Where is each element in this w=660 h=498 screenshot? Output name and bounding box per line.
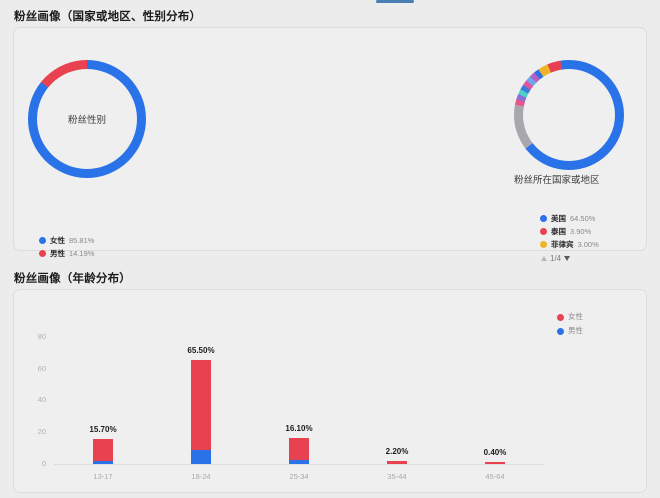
legend-color-dot xyxy=(557,327,564,335)
legend-color-dot xyxy=(540,228,547,235)
pager-count: 1/4 xyxy=(550,254,562,263)
bar-value-label: 0.40% xyxy=(483,448,507,457)
country-donut-center-label: 粉丝所在国家或地区 xyxy=(514,175,600,186)
legend-color-dot xyxy=(540,241,547,248)
demographics-card: 粉丝性别 女性 85.81% 男性 14.19% 粉丝所在国家或地区 xyxy=(13,27,647,263)
y-axis-tick: 40 xyxy=(37,395,46,405)
x-axis-label: 18-24 xyxy=(191,472,211,481)
triangle-down-icon[interactable] xyxy=(564,256,571,261)
gender-donut-chart[interactable]: 粉丝性别 xyxy=(28,60,146,178)
x-axis-label: 35-44 xyxy=(387,472,407,481)
legend-value: 85.81% xyxy=(69,236,95,245)
bar-13-17[interactable] xyxy=(93,439,113,464)
x-axis-label: 13-17 xyxy=(93,472,113,481)
bar-segment-female xyxy=(191,359,211,464)
bar-value-label: 15.70% xyxy=(89,425,117,435)
bar-18-24[interactable] xyxy=(191,359,211,464)
legend-item[interactable]: 美国 64.50% xyxy=(540,212,599,225)
bar-segment-female xyxy=(485,462,505,464)
x-axis-label: 25-34 xyxy=(289,472,309,481)
bar-value-label: 65.50% xyxy=(187,345,215,355)
legend-item[interactable]: 男性 xyxy=(557,324,583,338)
legend-label: 女性 xyxy=(568,312,583,321)
age-distribution-card: 0 20 40 60 80 15.70% 13-17 65.50% 18-24 16.10% 25-… xyxy=(13,289,647,493)
legend-label: 菲律宾 xyxy=(551,240,574,249)
bar-45-64[interactable] xyxy=(485,462,505,464)
legend-value: 3.90% xyxy=(570,227,592,236)
bar-value-label: 16.10% xyxy=(285,424,313,434)
bar-segment-male xyxy=(93,461,113,464)
legend-item[interactable]: 男性 14.19% xyxy=(39,247,94,260)
tab-strip xyxy=(0,0,660,6)
country-legend-pager[interactable]: 1/4 xyxy=(540,254,599,263)
gender-donut-ring: 粉丝性别 xyxy=(28,60,146,178)
bar-25-34[interactable] xyxy=(289,438,309,464)
bar-segment-male xyxy=(191,450,211,464)
bar-35-44[interactable] xyxy=(387,460,407,464)
y-axis-tick: 0 xyxy=(41,459,46,468)
legend-item[interactable]: 菲律宾 3.00% xyxy=(540,238,599,251)
gender-donut-center-label: 粉丝性别 xyxy=(67,115,106,126)
legend-label: 泰国 xyxy=(551,227,566,236)
bar-segment-female xyxy=(93,439,113,464)
y-axis-tick: 80 xyxy=(37,331,46,341)
active-tab-indicator[interactable] xyxy=(376,0,414,3)
age-chart-legend: 女性 男性 xyxy=(557,310,583,338)
triangle-up-icon[interactable] xyxy=(541,256,547,261)
bar-segment-female xyxy=(387,460,407,464)
legend-value: 3.00% xyxy=(577,240,599,249)
bar-value-label: 2.20% xyxy=(385,446,409,456)
legend-label: 美国 xyxy=(551,214,566,223)
legend-color-dot xyxy=(557,313,564,321)
country-donut-ring xyxy=(514,60,624,170)
gender-legend: 女性 85.81% 男性 14.19% xyxy=(39,234,94,260)
section-title-age: 粉丝画像（年龄分布） xyxy=(14,273,131,285)
legend-value: 64.50% xyxy=(570,214,596,223)
country-donut-hole xyxy=(523,69,615,161)
legend-color-dot xyxy=(39,237,46,244)
section-title-demographics: 粉丝画像（国家或地区、性别分布） xyxy=(14,11,202,23)
legend-color-dot xyxy=(39,250,46,257)
y-axis-tick: 20 xyxy=(37,427,46,437)
y-axis-tick: 60 xyxy=(37,363,46,373)
legend-item[interactable]: 女性 85.81% xyxy=(39,234,94,247)
bar-segment-male xyxy=(289,460,309,464)
legend-label: 女性 xyxy=(50,236,65,245)
x-axis-line xyxy=(54,464,544,465)
x-axis-label: 45-64 xyxy=(485,472,505,481)
country-donut-chart[interactable]: 粉丝所在国家或地区 xyxy=(514,60,624,188)
age-bar-chart[interactable]: 0 20 40 60 80 15.70% 13-17 65.50% 18-24 16.10% 25-… xyxy=(14,290,648,494)
legend-value: 14.19% xyxy=(69,249,95,258)
legend-item[interactable]: 女性 xyxy=(557,310,583,324)
bar-segment-female xyxy=(289,438,309,464)
country-legend: 美国 64.50% 泰国 3.90% 菲律宾 3.00% 1/4 xyxy=(540,212,599,263)
legend-label: 男性 xyxy=(568,326,583,335)
gender-donut-hole: 粉丝性别 xyxy=(37,69,137,169)
legend-color-dot xyxy=(540,215,547,222)
legend-label: 男性 xyxy=(50,249,65,258)
legend-item[interactable]: 泰国 3.90% xyxy=(540,225,599,238)
